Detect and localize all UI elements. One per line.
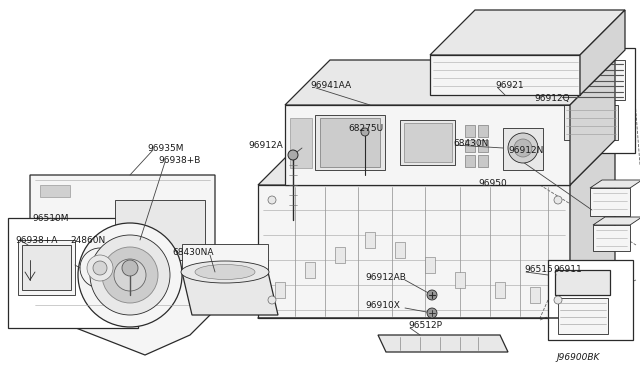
Bar [22, 245, 71, 290]
Bar [478, 125, 488, 137]
Text: 96950: 96950 [478, 179, 507, 187]
Bar [315, 115, 385, 170]
Bar [305, 262, 315, 278]
Circle shape [80, 248, 120, 288]
Circle shape [87, 255, 113, 281]
Bar [503, 128, 543, 170]
Text: 68430N: 68430N [453, 138, 488, 148]
Bar [530, 287, 540, 303]
Text: 96912Q: 96912Q [534, 93, 570, 103]
Text: 96911: 96911 [553, 266, 582, 275]
Bar [548, 260, 633, 340]
Text: 96912A: 96912A [248, 141, 283, 150]
Text: 96510M: 96510M [32, 214, 68, 222]
Polygon shape [258, 140, 615, 185]
Bar [553, 48, 635, 153]
Text: 96941AA: 96941AA [310, 80, 351, 90]
Circle shape [122, 260, 138, 276]
Bar [404, 123, 452, 162]
Bar [495, 282, 505, 298]
Polygon shape [182, 244, 268, 272]
Text: 96512P: 96512P [408, 321, 442, 330]
Circle shape [508, 133, 538, 163]
Bar [455, 272, 465, 288]
Polygon shape [285, 105, 570, 185]
Polygon shape [18, 240, 75, 295]
Circle shape [102, 247, 158, 303]
Text: 96910X: 96910X [365, 301, 400, 310]
Polygon shape [430, 10, 625, 55]
Polygon shape [590, 188, 630, 216]
Polygon shape [258, 185, 570, 318]
Circle shape [78, 223, 182, 327]
Circle shape [554, 196, 562, 204]
Bar [558, 298, 608, 334]
Polygon shape [182, 272, 278, 315]
Polygon shape [560, 60, 625, 100]
Ellipse shape [195, 264, 255, 279]
Text: 96921: 96921 [495, 80, 524, 90]
Bar [465, 140, 475, 152]
Polygon shape [564, 105, 618, 140]
Text: 96938+B: 96938+B [158, 155, 200, 164]
Text: J96900BK: J96900BK [556, 353, 600, 362]
Circle shape [288, 150, 298, 160]
Bar [478, 155, 488, 167]
Bar [395, 242, 405, 258]
Text: 96912AB: 96912AB [365, 273, 406, 282]
Bar [478, 140, 488, 152]
Circle shape [361, 128, 369, 136]
Circle shape [114, 259, 146, 291]
Bar [8, 218, 138, 328]
Bar [275, 282, 285, 298]
Bar [465, 125, 475, 137]
Bar [465, 155, 475, 167]
Polygon shape [555, 270, 610, 295]
Bar [400, 120, 455, 165]
Bar [365, 232, 375, 248]
Polygon shape [570, 60, 615, 185]
Bar [40, 185, 70, 197]
Text: 96515: 96515 [524, 266, 553, 275]
Polygon shape [593, 225, 630, 251]
Polygon shape [285, 60, 615, 105]
Bar [425, 257, 435, 273]
Polygon shape [593, 217, 640, 225]
Polygon shape [378, 335, 508, 352]
Circle shape [427, 290, 437, 300]
Text: 68430NA: 68430NA [172, 247, 214, 257]
Polygon shape [430, 55, 580, 95]
Polygon shape [30, 175, 215, 355]
Text: 96938+A: 96938+A [15, 235, 58, 244]
Ellipse shape [181, 261, 269, 283]
Polygon shape [580, 10, 625, 95]
Circle shape [268, 296, 276, 304]
Polygon shape [570, 140, 615, 318]
Polygon shape [590, 180, 640, 188]
Circle shape [427, 308, 437, 318]
Bar [320, 118, 380, 167]
Bar [335, 247, 345, 263]
Text: 96935M: 96935M [147, 144, 184, 153]
Bar [290, 118, 312, 168]
Text: 68275U: 68275U [348, 124, 383, 132]
Circle shape [514, 139, 532, 157]
Circle shape [93, 261, 107, 275]
Circle shape [268, 196, 276, 204]
Text: 24860N: 24860N [70, 235, 105, 244]
Bar [115, 200, 205, 260]
Circle shape [554, 296, 562, 304]
Circle shape [90, 235, 170, 315]
Text: 96912N: 96912N [508, 145, 543, 154]
